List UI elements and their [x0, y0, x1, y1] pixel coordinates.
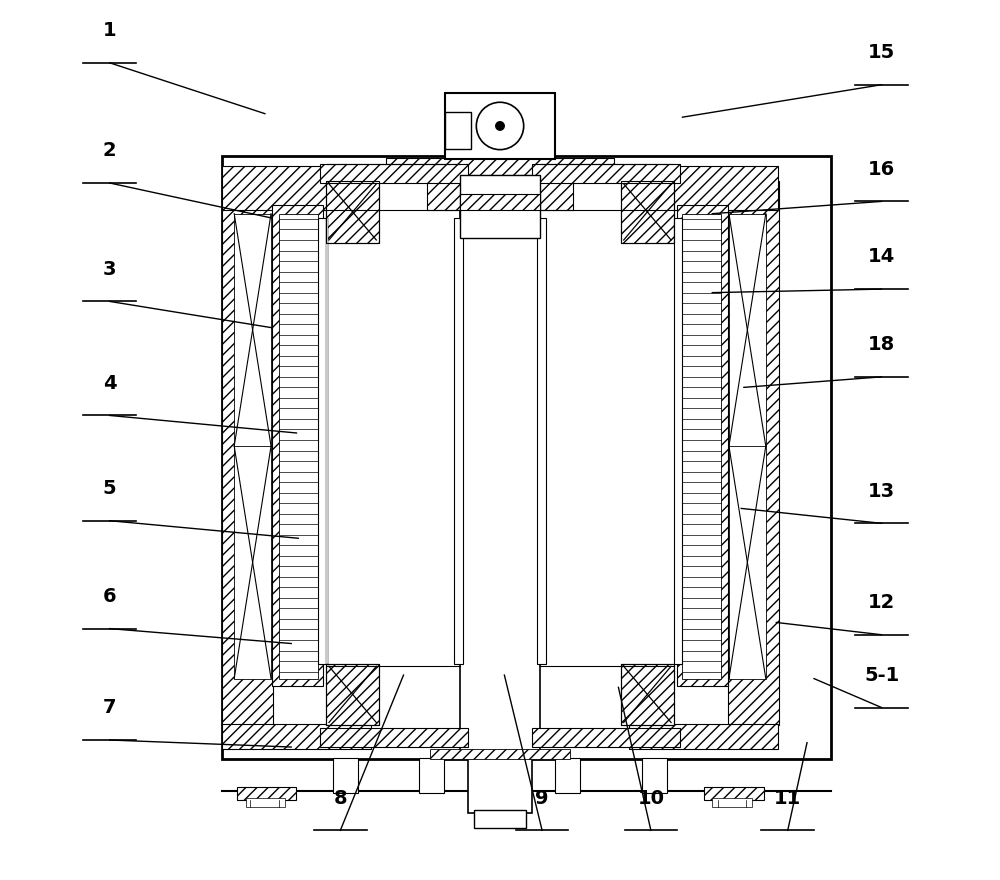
Bar [222, 156, 831, 759]
Bar [460, 194, 540, 210]
Bar [326, 664, 379, 725]
Bar [237, 787, 296, 800]
Bar [468, 756, 532, 813]
Text: 5: 5 [103, 479, 116, 498]
Text: 12: 12 [868, 593, 895, 612]
Bar [460, 207, 540, 759]
Bar [445, 93, 555, 159]
Bar [326, 181, 379, 243]
Bar [326, 218, 328, 664]
Bar [326, 664, 379, 725]
Bar [454, 218, 463, 664]
Bar [674, 218, 682, 664]
Bar [712, 798, 752, 807]
Bar [427, 175, 573, 210]
Bar [532, 728, 680, 747]
Text: 7: 7 [103, 698, 116, 717]
Bar [460, 175, 540, 238]
Text: 15: 15 [868, 43, 895, 62]
Bar [621, 664, 674, 725]
Text: 14: 14 [868, 247, 895, 267]
Text: 13: 13 [868, 481, 895, 501]
Text: 10: 10 [637, 788, 664, 808]
Bar [729, 214, 766, 678]
Bar [537, 218, 546, 664]
Bar [318, 218, 327, 664]
Bar [621, 181, 674, 243]
Bar [326, 181, 379, 243]
Bar [222, 181, 273, 725]
Bar [246, 798, 285, 807]
Text: 9: 9 [535, 788, 549, 808]
Text: 4: 4 [103, 374, 116, 392]
Bar [222, 724, 371, 749]
Circle shape [476, 102, 524, 150]
Bar [333, 758, 358, 793]
Text: 6: 6 [103, 587, 116, 605]
Bar [642, 758, 667, 793]
Text: 1: 1 [103, 21, 116, 40]
Bar [555, 758, 580, 793]
Bar [234, 214, 271, 678]
Bar [621, 181, 674, 243]
Bar [532, 164, 680, 183]
Bar [629, 724, 778, 749]
Bar [677, 205, 728, 686]
Bar [320, 728, 468, 747]
Bar [279, 214, 318, 678]
Bar [445, 112, 471, 149]
Bar [682, 214, 721, 678]
Bar [728, 181, 779, 725]
Text: 8: 8 [334, 788, 347, 808]
Bar [704, 787, 764, 800]
Bar [621, 664, 674, 725]
Bar [272, 205, 323, 686]
Bar [222, 166, 371, 210]
Bar [430, 749, 570, 759]
Text: 18: 18 [868, 335, 895, 354]
Text: 2: 2 [103, 141, 116, 160]
Bar [474, 810, 526, 828]
Text: 11: 11 [774, 788, 801, 808]
Text: 16: 16 [868, 159, 895, 179]
Text: 5-1: 5-1 [864, 666, 899, 685]
Bar [419, 758, 444, 793]
Bar [386, 158, 614, 177]
Bar [320, 164, 468, 183]
Text: 3: 3 [103, 260, 116, 279]
Bar [629, 166, 778, 210]
Circle shape [496, 121, 504, 130]
